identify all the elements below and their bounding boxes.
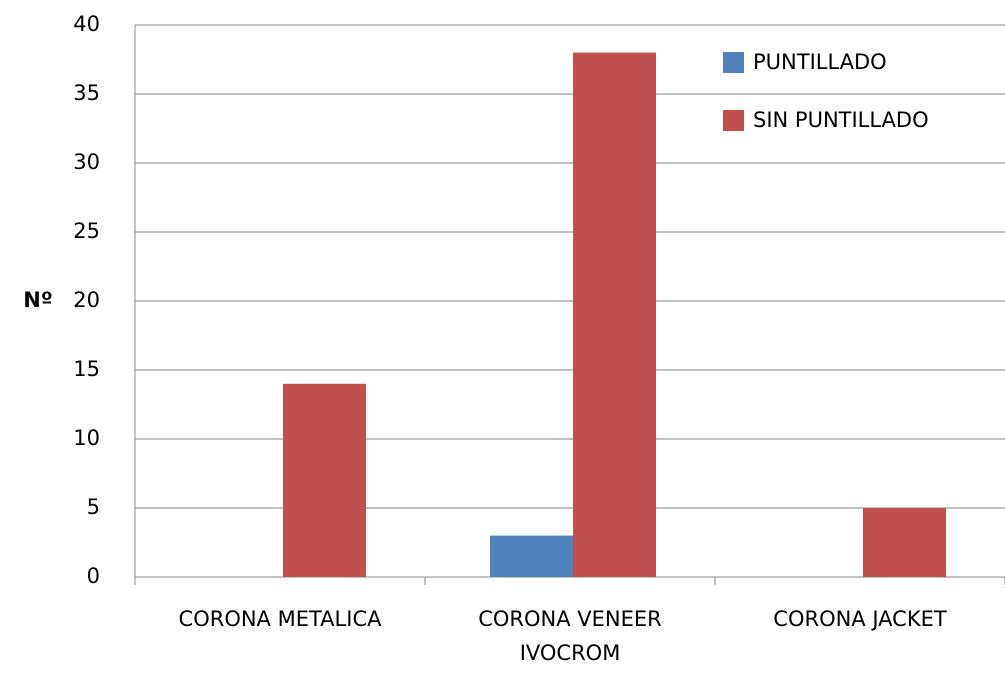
x-tick-label: CORONA METALICA bbox=[178, 607, 382, 631]
x-tick-label: CORONA VENEER IVOCROM bbox=[478, 607, 662, 665]
bar bbox=[283, 383, 366, 577]
y-tick-label: 30 bbox=[73, 150, 100, 174]
y-tick-label: 35 bbox=[73, 81, 100, 105]
y-tick-label: 5 bbox=[87, 495, 100, 519]
bar bbox=[863, 508, 946, 577]
y-axis-label: Nº bbox=[23, 288, 52, 312]
y-tick-label: 25 bbox=[73, 219, 100, 243]
bar bbox=[573, 52, 656, 578]
y-tick-label: 0 bbox=[87, 564, 100, 588]
y-tick-label: 40 bbox=[73, 12, 100, 36]
bar bbox=[490, 535, 573, 577]
legend-label: SIN PUNTILLADO bbox=[753, 108, 929, 132]
y-tick-label: 20 bbox=[73, 288, 100, 312]
legend-swatch bbox=[723, 110, 744, 131]
x-tick-label: CORONA JACKET bbox=[773, 607, 947, 631]
legend-swatch bbox=[723, 52, 744, 73]
y-tick-label: 15 bbox=[73, 357, 100, 381]
legend-label: PUNTILLADO bbox=[753, 50, 887, 74]
y-tick-label: 10 bbox=[73, 426, 100, 450]
